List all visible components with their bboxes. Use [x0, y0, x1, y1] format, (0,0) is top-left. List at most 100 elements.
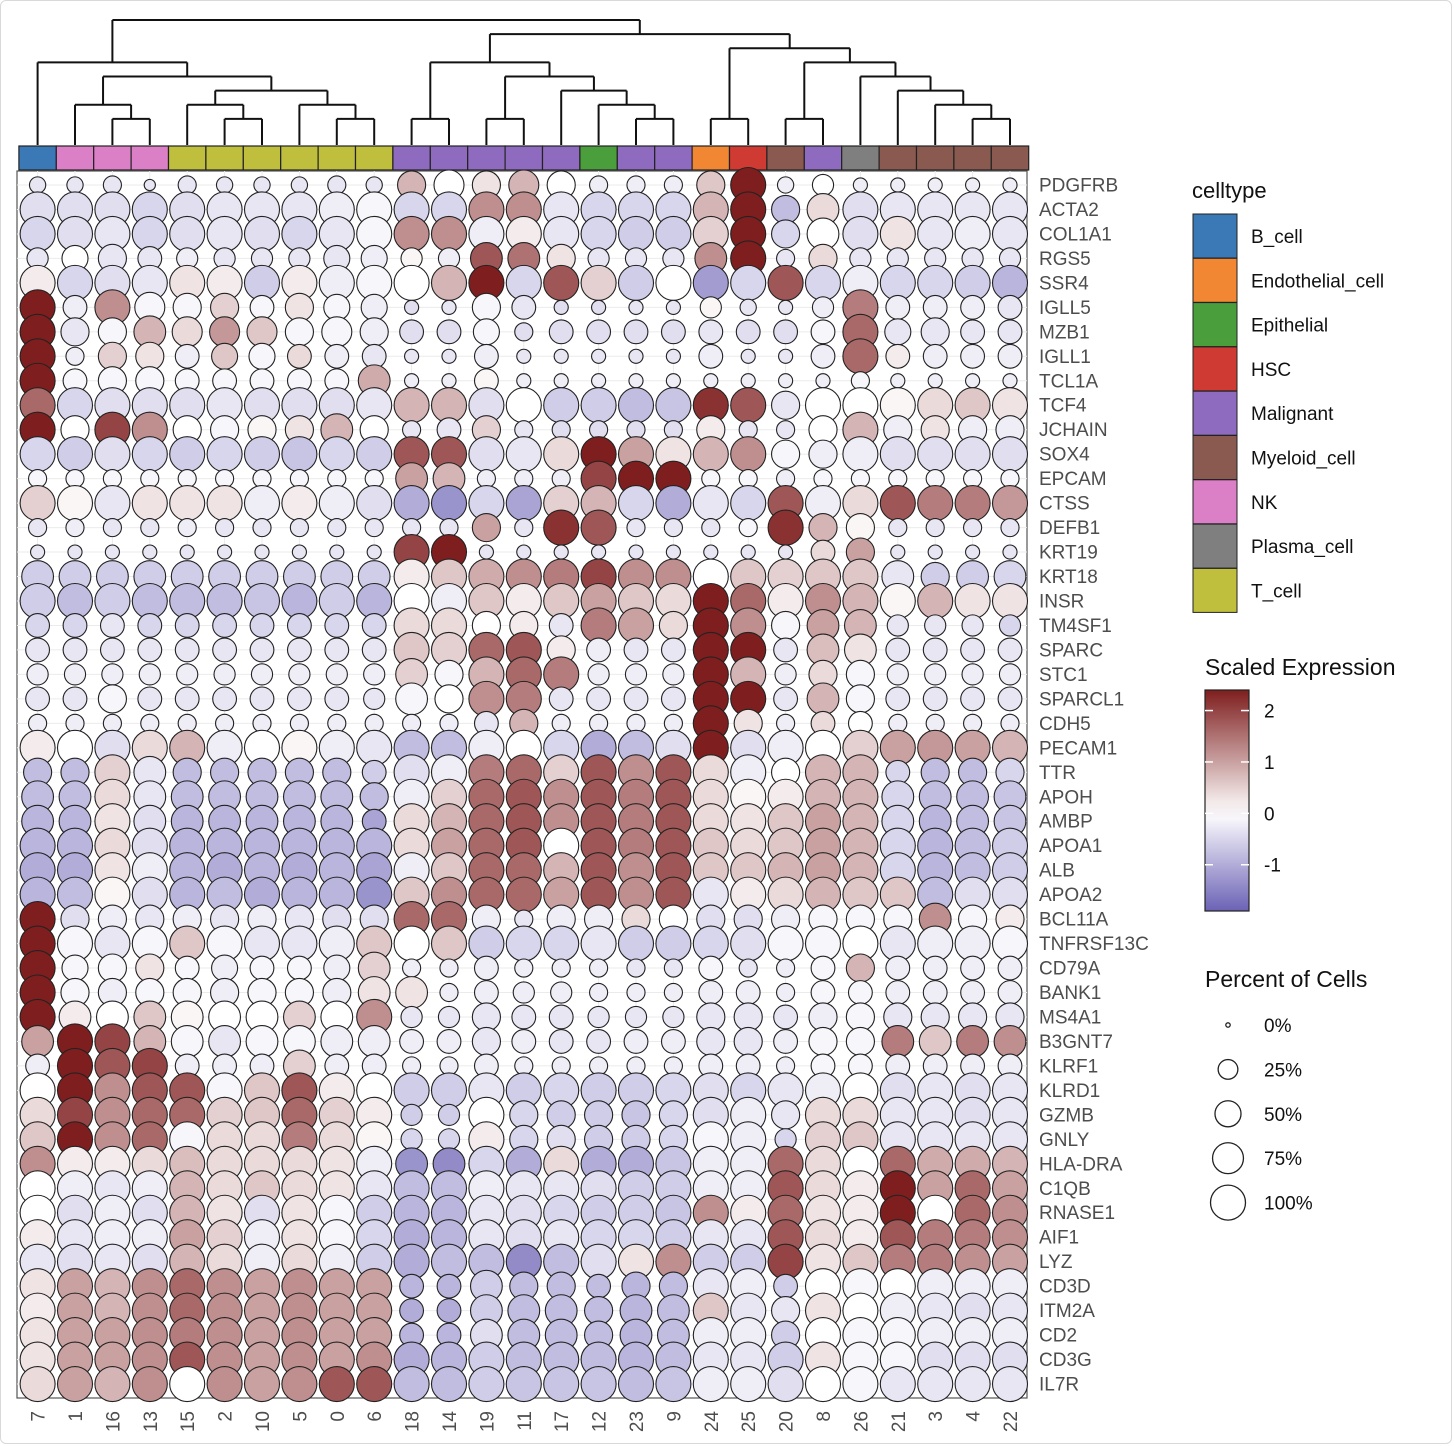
dot-TM4SF1-17	[548, 613, 574, 638]
dot-KRT19-15	[179, 544, 195, 560]
cluster-label: 21	[889, 1411, 910, 1432]
dot-MZB1-8	[810, 319, 836, 345]
dot-TM4SF1-20	[770, 610, 801, 641]
color-legend-title: Scaled Expression	[1205, 654, 1396, 680]
color-gradient-bar	[1204, 689, 1250, 912]
cluster-label: 9	[664, 1411, 685, 1422]
dot-KRT19-7	[30, 544, 46, 560]
dot-TCL1A-20	[778, 373, 794, 389]
dot-KRT19-19	[478, 544, 494, 560]
dot-SSR4-17	[543, 264, 580, 301]
dot-SOX4-7	[19, 436, 56, 473]
size-legend-label: 75%	[1264, 1149, 1302, 1170]
dot-CD79A-24	[698, 955, 724, 981]
dot-SPARC-6	[361, 637, 387, 663]
dot-TM4SF1-1	[62, 613, 88, 638]
dot-CD79A-14	[439, 958, 459, 978]
annotation-cell-Myeloid_cell	[878, 145, 918, 171]
dot-STC1-3	[924, 663, 947, 686]
dot-SPARC-22	[997, 637, 1023, 663]
dot-EPCAM-10	[252, 469, 272, 489]
dot-TNFRSF13C-23	[617, 925, 655, 962]
cluster-label: 24	[702, 1411, 723, 1433]
dot-EPCAM-5	[289, 469, 309, 489]
dot-IL7R-18	[393, 1365, 430, 1403]
dot-IL7R-26	[842, 1365, 879, 1403]
dot-BANK1-24	[698, 980, 724, 1005]
dot-SPARCL1-10	[249, 686, 275, 712]
dot-DEFB1-15	[177, 517, 197, 538]
dot-IGLL5-20	[778, 299, 794, 315]
dot-STC1-6	[363, 663, 386, 686]
dot-SSR4-18	[393, 264, 430, 301]
gene-label: ITM2A	[1039, 1301, 1095, 1322]
dot-SPARC-12	[586, 637, 612, 663]
dot-CD79A-26	[845, 953, 876, 983]
celltype-swatch-HSC	[1192, 346, 1238, 392]
dot-KLRF1-9	[663, 1056, 683, 1076]
cluster-label: 5	[290, 1411, 311, 1422]
gene-label: CD3G	[1039, 1350, 1092, 1371]
celltype-legend-label: HSC	[1251, 360, 1291, 381]
dot-MZB1-18	[399, 319, 425, 345]
dot-TM4SF1-7	[25, 613, 51, 638]
dot-BANK1-26	[847, 980, 873, 1005]
dot-SPARCL1-14	[434, 684, 464, 714]
celltype-swatch-Malignant	[1192, 390, 1238, 436]
dot-SOX4-2	[206, 436, 243, 473]
dot-MZB1-25	[735, 319, 761, 345]
dot-SPARCL1-6	[363, 687, 386, 710]
dot-SPARCL1-5	[286, 686, 312, 712]
dot-IGLL1-0	[324, 343, 350, 369]
dot-B3GNT7-12	[586, 1029, 612, 1054]
cluster-labels: 7 1 16 13 15 2 10 5 0 6 18 14 19 11 17 12 23 9 24 25 20 8 26 21…	[29, 1411, 1022, 1433]
dot-KLRD1-18	[393, 1072, 430, 1109]
dot-SPARCL1-12	[586, 686, 612, 712]
annotation-cell-T_cell	[280, 145, 319, 171]
dot-IL7R-19	[468, 1365, 505, 1403]
gene-label: CDH5	[1039, 714, 1091, 735]
cluster-label: 20	[777, 1411, 798, 1432]
dot-SPARCL1-2	[212, 686, 238, 712]
dot-DEFB1-25	[738, 517, 758, 538]
dot-SPARC-0	[324, 637, 350, 663]
gene-label: CD2	[1039, 1326, 1077, 1347]
dot-MZB1-12	[586, 319, 612, 345]
dot-GZMB-9	[658, 1100, 689, 1130]
dot-IL7R-11	[505, 1365, 542, 1403]
dot-IGLL1-25	[740, 348, 756, 364]
dot-STC1-14	[434, 659, 464, 690]
dot-B3GNT7-7	[21, 1025, 55, 1058]
dot-PDGFRB-13	[143, 178, 156, 192]
gene-label: AMBP	[1039, 812, 1093, 833]
dot-BANK1-4	[960, 980, 986, 1005]
dot-SOX4-1	[56, 436, 94, 473]
dot-SPARC-23	[623, 637, 649, 663]
dot-DEFB1-23	[626, 517, 646, 538]
dot-SPARCL1-20	[773, 686, 799, 712]
celltype-swatch-Plasma_cell	[1192, 523, 1238, 569]
dot-ITM2A-14	[436, 1298, 462, 1324]
dot-KRT19-4	[965, 544, 981, 560]
gene-label: TM4SF1	[1039, 616, 1112, 637]
annotation-cell-Epithelial	[579, 145, 618, 171]
dot-IL7R-20	[767, 1365, 804, 1403]
dot-GZMB-18	[400, 1103, 423, 1126]
size-legend-label: 0%	[1264, 1016, 1292, 1037]
dot-KRT19-21	[890, 544, 906, 560]
dot-CDH5-7	[28, 713, 48, 733]
dot-CD79A-20	[776, 958, 796, 978]
cluster-label: 13	[141, 1411, 162, 1432]
annotation-cell-Malignant	[654, 145, 693, 171]
dot-KRT19-24	[703, 544, 719, 560]
dot-SSR4-20	[767, 264, 804, 301]
celltype-legend-label: Myeloid_cell	[1251, 449, 1356, 470]
dot-PDGFRB-7	[28, 176, 47, 194]
annotation-cell-Myeloid_cell	[953, 145, 992, 171]
dot-MS4A1-19	[471, 1002, 502, 1032]
cluster-label: 0	[328, 1411, 349, 1422]
dot-KLRF1-12	[589, 1056, 609, 1076]
dot-PDGFRB-3	[927, 177, 943, 193]
annotation-cell-T_cell	[354, 145, 394, 171]
dot-CD79A-23	[626, 958, 646, 978]
